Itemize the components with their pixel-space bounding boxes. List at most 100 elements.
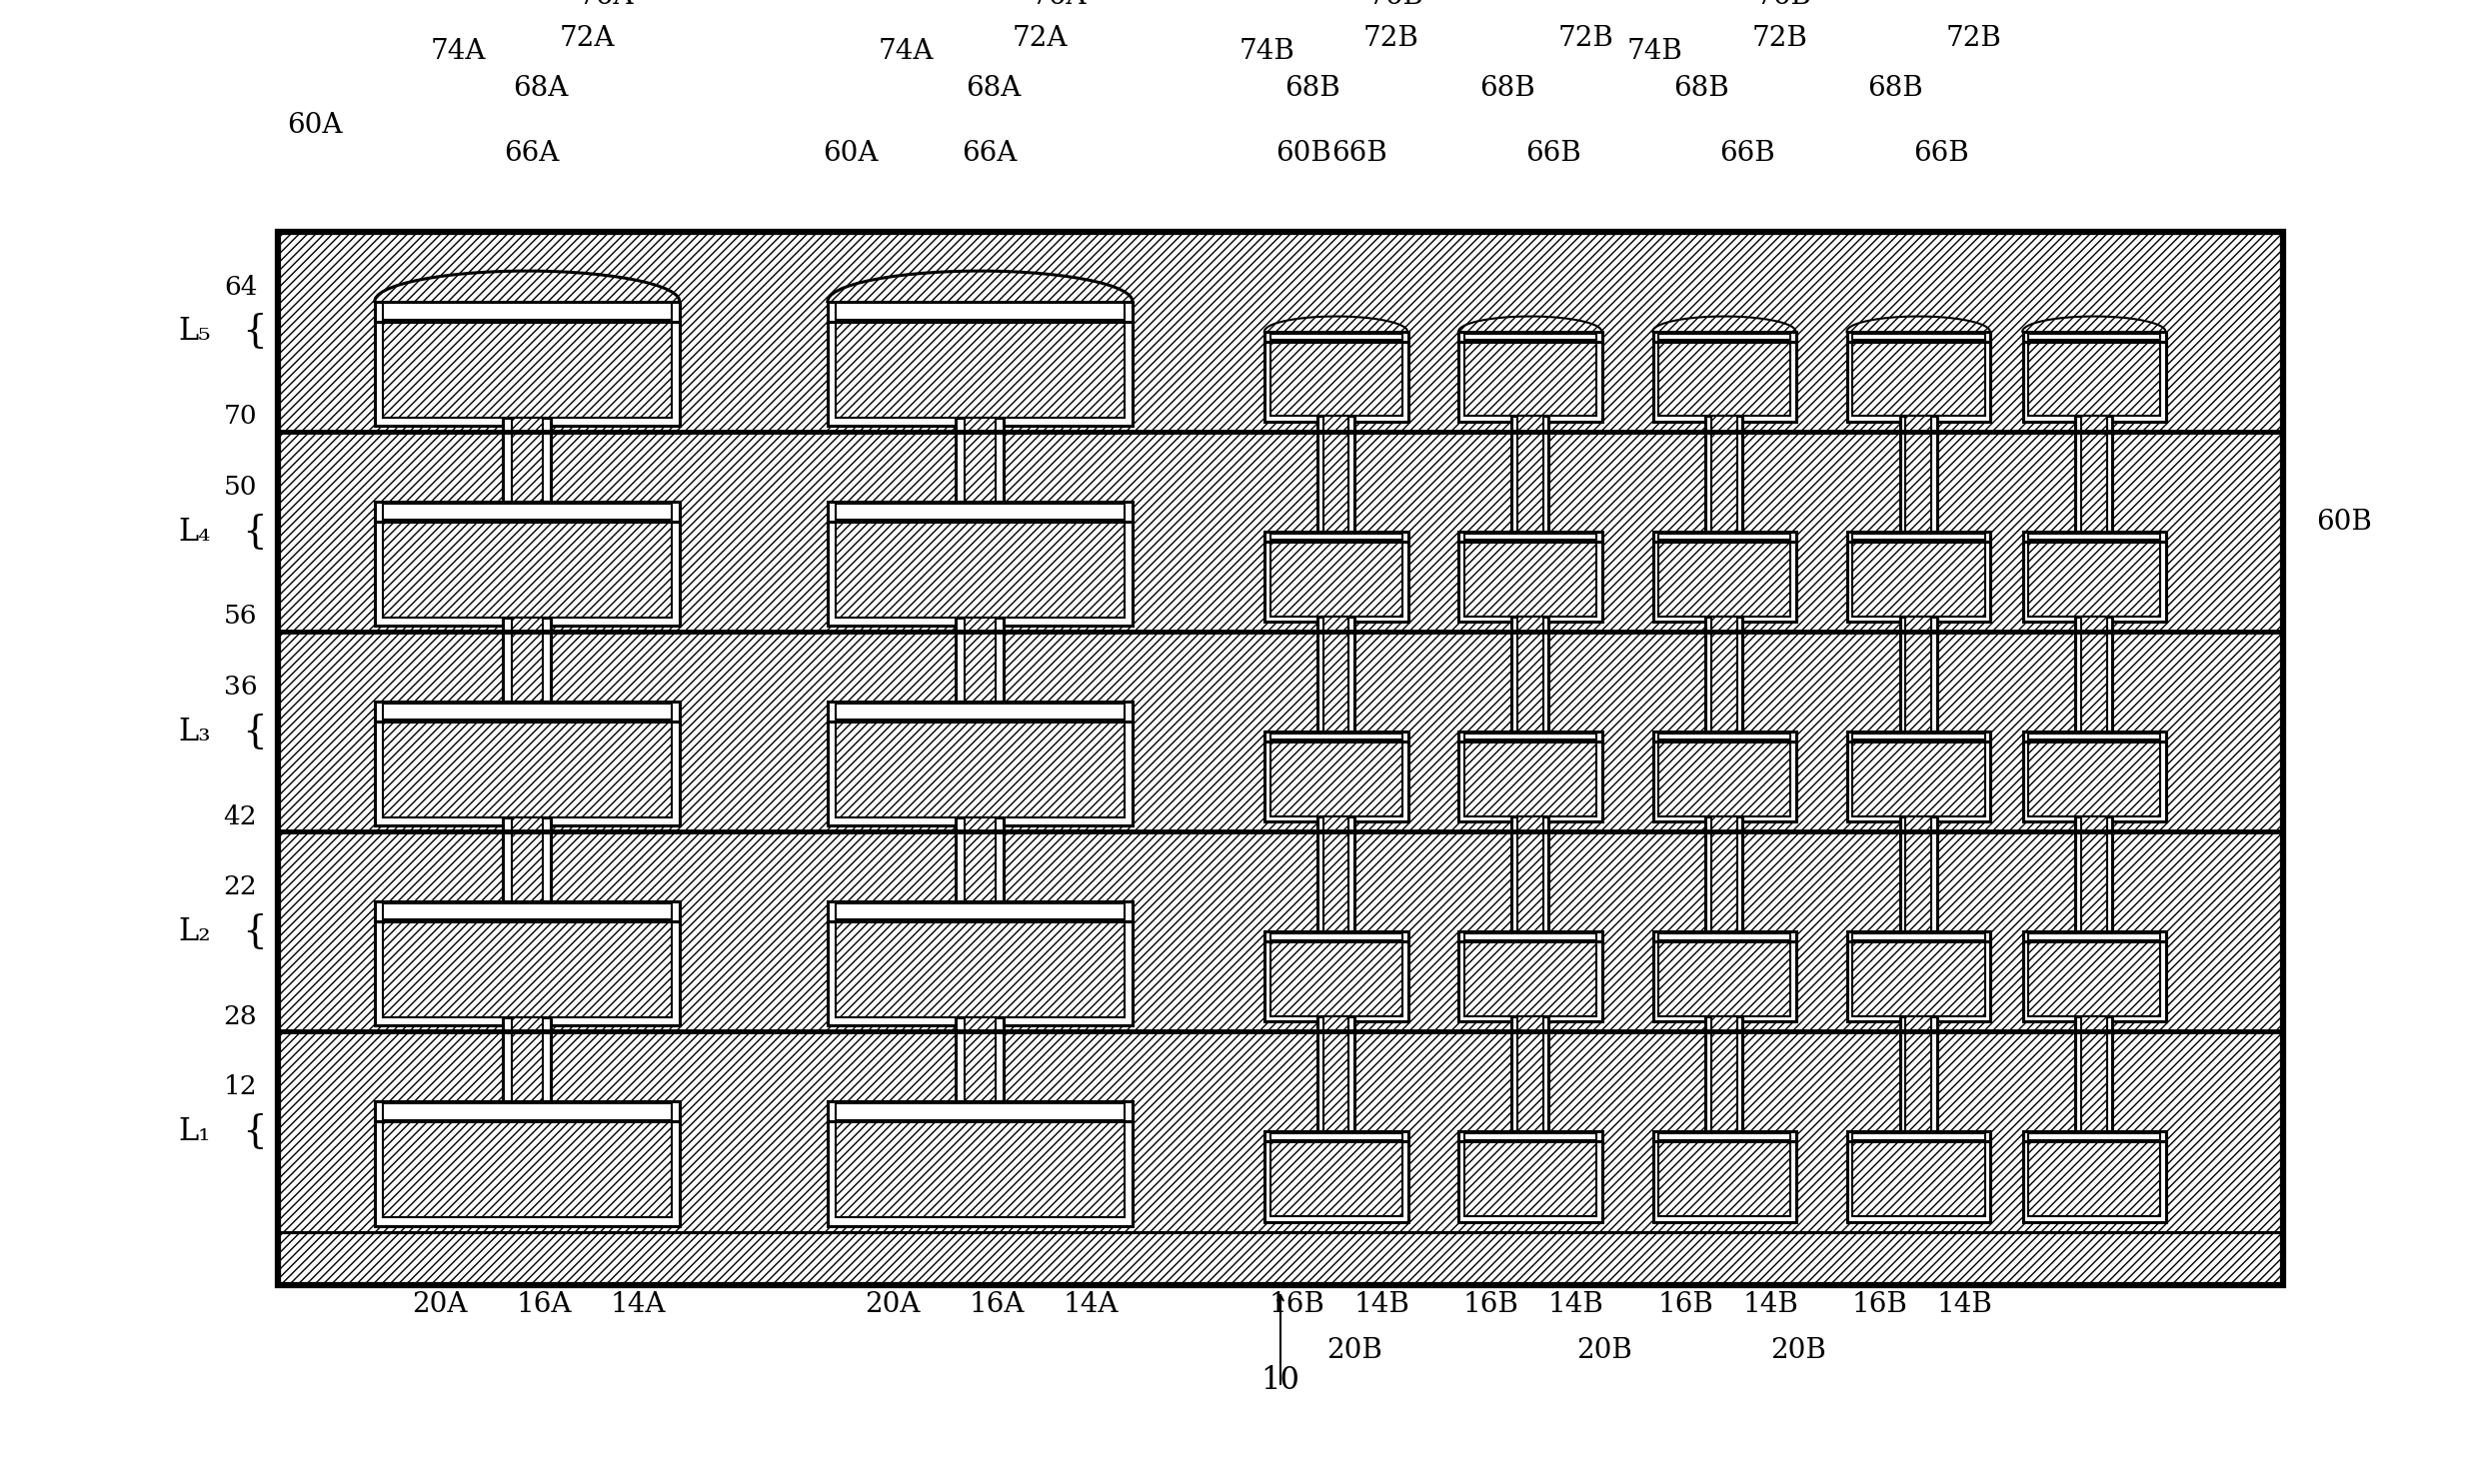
Text: 56: 56 [225,604,257,629]
Bar [2024,1141,2167,1221]
Bar [383,904,671,920]
Bar [955,818,1004,901]
Bar [1658,533,1792,540]
Bar [1654,942,1797,1021]
Bar [383,322,671,417]
Bar [2024,341,2167,421]
Bar [511,417,543,502]
Text: 72A: 72A [560,25,615,52]
Bar [1264,531,1409,542]
Bar [503,417,550,502]
Bar [503,1018,550,1101]
Bar [955,417,1004,502]
Bar [1654,331,1797,341]
Bar [1710,1017,1737,1131]
Bar [1658,1134,1792,1140]
Text: 60B: 60B [2315,508,2372,536]
Bar [1705,816,1742,932]
Bar [1518,416,1542,531]
Bar [1459,531,1602,542]
Bar [837,1122,1125,1217]
Bar [2024,932,2167,942]
Bar [965,417,995,502]
Bar [837,303,1125,321]
Bar [837,922,1125,1018]
Bar [1900,616,1937,732]
Text: 76A: 76A [1032,0,1086,10]
Bar [1264,341,1409,421]
Bar [2024,331,2167,341]
Text: {: { [242,513,267,551]
Text: L₁: L₁ [178,1116,210,1147]
Text: 66B: 66B [1913,139,1969,168]
Text: 66B: 66B [1720,139,1774,168]
Bar [965,818,995,901]
Bar [837,721,1125,818]
Bar [2029,334,2160,340]
Bar [383,503,671,519]
Bar [837,703,1125,720]
Text: 16A: 16A [970,1291,1024,1318]
Bar [276,831,2283,1031]
Bar [503,617,550,702]
Bar [2081,1017,2108,1131]
Bar [1318,616,1355,732]
Bar [375,322,679,426]
Bar [1271,933,1402,939]
Text: 68B: 68B [1286,76,1340,102]
Bar [837,904,1125,920]
Bar [1510,816,1547,932]
Bar [1464,341,1597,416]
Bar [1846,932,1989,942]
Bar [1271,733,1402,741]
Bar [276,232,2283,1285]
Bar [375,301,679,322]
Bar [1853,942,1984,1017]
Bar [837,503,1125,519]
Text: 68B: 68B [1673,76,1730,102]
Text: 76B: 76B [1757,0,1812,10]
Bar [1905,616,1932,732]
Bar [1271,341,1402,416]
Bar [276,1232,2283,1285]
Text: 16A: 16A [516,1291,573,1318]
Bar [1705,1017,1742,1131]
Bar [2081,816,2108,932]
Bar [1853,1134,1984,1140]
Text: 68A: 68A [967,76,1022,102]
Bar [1264,932,1409,942]
Bar [1710,816,1737,932]
Bar [1464,733,1597,741]
Text: 76A: 76A [578,0,634,10]
Text: 74B: 74B [1626,39,1683,65]
Bar [383,922,671,1018]
Text: L₄: L₄ [178,516,210,548]
Bar [1705,416,1742,531]
Bar [2024,531,2167,542]
Bar [2024,542,2167,622]
Text: 68B: 68B [1868,76,1923,102]
Bar [383,1122,671,1217]
Bar [375,901,679,922]
Text: 74B: 74B [1239,39,1296,65]
Bar [1853,742,1984,816]
Bar [827,901,1133,922]
Text: 16B: 16B [1464,1291,1520,1318]
Bar [2076,816,2113,932]
Bar [827,922,1133,1025]
Bar [1905,1017,1932,1131]
Bar [1654,1141,1797,1221]
Bar [503,818,550,901]
Bar [1318,816,1355,932]
Bar [383,1103,671,1120]
Text: 68B: 68B [1478,76,1535,102]
Bar [1900,1017,1937,1131]
Bar [2024,942,2167,1021]
Bar [2076,616,2113,732]
Bar [1853,341,1984,416]
Bar [837,322,1125,417]
Bar [1518,616,1542,732]
Bar [1264,1131,1409,1141]
Bar [837,1103,1125,1120]
Text: 50: 50 [225,475,257,500]
